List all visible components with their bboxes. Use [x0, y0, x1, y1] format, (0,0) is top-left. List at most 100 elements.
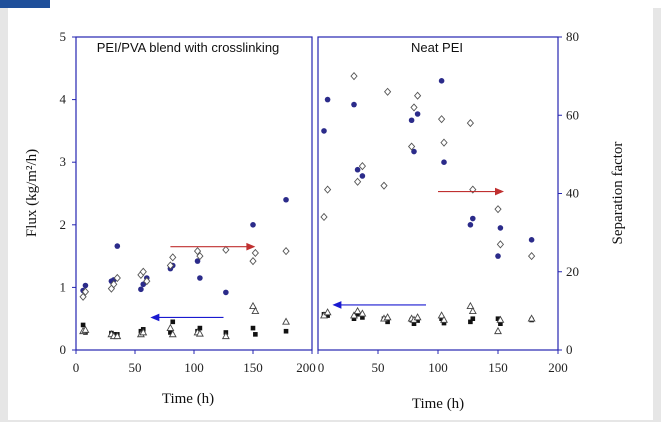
y-tick-label: 5 [60, 29, 67, 44]
data-point-filled-square [495, 316, 501, 321]
data-point-open-triangle [494, 326, 502, 335]
y-tick-label: 3 [60, 154, 67, 169]
data-point-open-diamond [437, 115, 446, 124]
data-point-open-triangle [113, 331, 122, 340]
panel-title-right: Neat PEI [411, 40, 463, 55]
data-point-filled-square [385, 319, 390, 325]
y-tick-label: 4 [60, 92, 67, 107]
y2-tick-label: 0 [566, 342, 573, 357]
arrow-head [495, 187, 504, 196]
data-point-filled-square [360, 315, 365, 320]
data-point-open-diamond [282, 247, 290, 256]
x-axis-ticks-left: 0 50 100 150 200 [73, 350, 316, 375]
data-point-open-diamond [139, 267, 147, 276]
data-point-open-diamond [323, 185, 332, 194]
data-point-open-triangle [139, 328, 148, 336]
data-point-open-diamond [353, 177, 362, 186]
y2-tick-label: 60 [566, 107, 579, 122]
data-point-filled-square [415, 318, 420, 323]
data-point-filled-circle [414, 111, 421, 117]
data-point-open-diamond [143, 277, 151, 286]
data-point-filled-circle [194, 258, 201, 264]
data-point-open-diamond [113, 273, 121, 283]
data-point-filled-circle [354, 166, 361, 173]
data-point-open-diamond [440, 138, 448, 147]
data-point-open-triangle [249, 301, 257, 310]
data-points-right [320, 72, 536, 335]
data-point-filled-circle [528, 237, 535, 243]
data-point-open-diamond [320, 212, 328, 222]
top-strip [0, 0, 661, 8]
data-point-open-triangle [383, 313, 392, 321]
data-point-filled-circle [223, 289, 229, 296]
data-point-open-triangle [221, 331, 230, 340]
data-point-open-diamond [350, 72, 358, 81]
y-axis-label-left: Flux (kg/m²/h) [24, 149, 40, 237]
data-point-open-triangle [527, 314, 536, 322]
data-point-open-diamond [407, 142, 416, 151]
x-axis-label-left: Time (h) [162, 391, 214, 407]
arrow-head [332, 301, 342, 309]
header-fragment [0, 0, 50, 8]
data-point-open-diamond [469, 185, 477, 194]
data-point-filled-circle [441, 159, 447, 165]
data-point-open-diamond [222, 245, 230, 254]
data-point-filled-circle [283, 196, 289, 203]
data-point-filled-square [250, 325, 256, 331]
data-point-open-triangle [81, 325, 90, 333]
data-point-filled-circle [438, 78, 445, 84]
data-point-open-triangle [166, 323, 175, 331]
data-point-filled-circle [140, 281, 147, 288]
data-point-open-triangle [437, 311, 446, 319]
data-point-open-triangle [413, 313, 422, 321]
x-tick-label: 150 [488, 360, 508, 375]
x-tick-label: 100 [184, 360, 204, 375]
arrow-head [150, 313, 160, 322]
data-point-open-diamond [466, 118, 475, 128]
y-tick-label: 0 [60, 342, 67, 357]
data-point-filled-square [253, 332, 258, 337]
data-point-filled-circle [467, 222, 474, 228]
y2-tick-label: 80 [566, 29, 579, 44]
data-point-open-diamond [81, 287, 90, 296]
data-point-filled-circle [197, 275, 203, 281]
data-points-left [79, 196, 291, 340]
data-point-filled-square [439, 316, 444, 321]
panel-left: PEI/PVA blend with crosslinking 0 1 2 3 4 5 0… [24, 29, 316, 407]
x-tick-label: 200 [548, 360, 568, 375]
data-point-filled-square [468, 319, 473, 325]
x-axis-ticks-right: 0 50 100 150 200 [317, 350, 568, 375]
data-point-open-diamond [413, 91, 422, 100]
data-point-open-diamond [166, 261, 175, 270]
y2-tick-label: 40 [566, 186, 579, 201]
data-point-filled-circle [321, 128, 327, 134]
data-point-filled-square [498, 321, 503, 327]
data-point-filled-circle [114, 243, 121, 249]
data-point-open-diamond [410, 103, 418, 112]
data-point-open-diamond [358, 162, 367, 171]
data-point-filled-circle [408, 117, 415, 124]
arrows-right [332, 187, 504, 309]
data-point-filled-square [470, 316, 476, 321]
data-point-filled-circle [82, 282, 89, 289]
arrows-left [150, 242, 256, 322]
data-point-open-triangle [251, 306, 260, 315]
x-axis-label-right: Time (h) [412, 396, 464, 412]
x-tick-label: 150 [243, 360, 263, 375]
data-point-open-diamond [196, 252, 204, 261]
data-point-filled-circle [351, 101, 357, 108]
data-point-open-diamond [249, 257, 257, 266]
x-tick-label: 0 [73, 360, 80, 375]
data-point-filled-square [441, 320, 447, 326]
data-point-open-diamond [380, 181, 388, 190]
data-point-open-triangle [358, 309, 367, 317]
y2-axis-ticks-right: 0 20 40 60 80 [558, 29, 579, 357]
y2-tick-label: 20 [566, 264, 579, 279]
y2-axis-label-right: Separation factor [610, 142, 626, 245]
data-point-open-diamond [383, 87, 392, 96]
data-point-filled-square [80, 322, 86, 328]
data-point-open-triangle [282, 317, 291, 325]
data-point-filled-square [197, 325, 203, 331]
data-point-filled-square [411, 321, 417, 327]
